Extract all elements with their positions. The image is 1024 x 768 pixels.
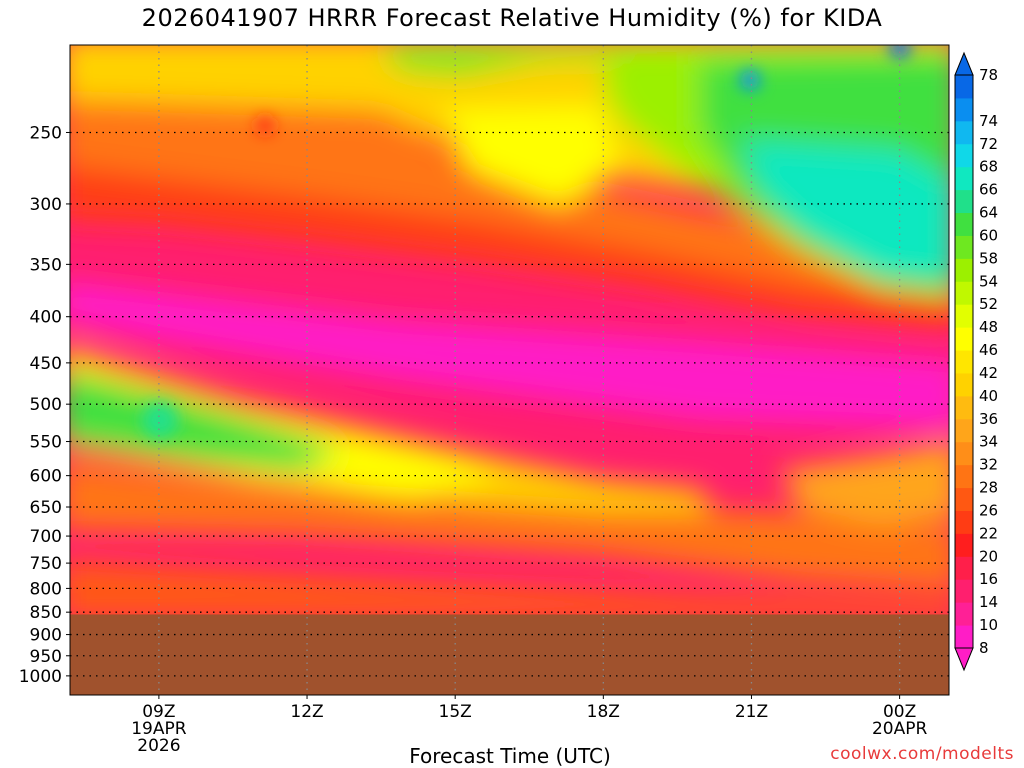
colorbar-swatch: [955, 350, 973, 374]
credit-text[interactable]: coolwx.com/modelts: [830, 744, 1014, 764]
colorbar-swatch: [955, 464, 973, 489]
colorbar-swatch: [955, 395, 973, 420]
colorbar-swatch: [955, 75, 973, 99]
colorbar-swatch: [955, 304, 973, 328]
chart-title: 2026041907 HRRR Forecast Relative Humidi…: [141, 4, 883, 32]
below-ground: [70, 614, 949, 695]
colorbar-swatch: [955, 281, 973, 305]
colorbar-label: 66: [979, 181, 998, 199]
colorbar-label: 54: [979, 272, 998, 290]
pressure-axis: 250 300 350 400 450 500 550 600 650 700 750 800 850 9…: [19, 123, 70, 687]
colorbar-label: 58: [979, 249, 998, 267]
colorbar-label: 26: [979, 501, 998, 519]
colorbar-swatch: [955, 556, 973, 580]
x-tick-year: 2026: [137, 736, 180, 756]
colorbar-label: 68: [979, 158, 998, 176]
colorbar-label: 74: [979, 112, 998, 130]
y-tick-label: 600: [30, 467, 62, 487]
colorbar-label: 52: [979, 295, 998, 313]
colorbar-label: 46: [979, 341, 998, 359]
colorbar-label: 28: [979, 479, 998, 497]
x-axis-label: Forecast Time (UTC): [409, 744, 611, 768]
x-tick-label: 12Z: [290, 702, 323, 722]
colorbar-swatch: [955, 602, 973, 626]
colorbar-max-arrow: [954, 51, 974, 76]
colorbar-swatch: [955, 327, 973, 351]
colorbar-swatch: [955, 120, 973, 145]
x-tick-date: 20APR: [872, 719, 928, 739]
colorbar-swatch: [955, 97, 973, 122]
colorbar-min-arrow: [954, 647, 974, 672]
colorbar: 8 10 14 16 20 22 26 28 32 34 36 40 42 46 48 52 54 58 60 64 6…: [954, 51, 998, 672]
colorbar-label: 16: [979, 570, 998, 588]
colorbar-frame: [954, 74, 974, 649]
y-tick-label: 900: [30, 626, 62, 646]
colorbar-label: 20: [979, 547, 998, 565]
plot-frame: [69, 44, 950, 696]
colorbar-swatch: [955, 510, 973, 534]
colorbar-swatch: [955, 418, 973, 443]
colorbar-swatch: [955, 235, 973, 259]
colorbar-label: 64: [979, 204, 998, 222]
y-tick-label: 1000: [19, 667, 62, 687]
colorbar-swatch: [955, 372, 973, 397]
colorbar-swatch: [955, 579, 973, 603]
colorbar-swatch: [955, 258, 973, 282]
colorbar-swatch: [955, 487, 973, 511]
y-tick-label: 850: [30, 603, 62, 623]
colorbar-label: 72: [979, 135, 998, 153]
colorbar-label: 60: [979, 226, 998, 244]
grid-lines: [70, 45, 949, 695]
colorbar-swatch: [955, 143, 973, 168]
y-tick-label: 450: [30, 354, 62, 374]
y-tick-label: 500: [30, 395, 62, 415]
x-tick-date: 19APR: [131, 719, 187, 739]
y-tick-label: 350: [30, 255, 62, 275]
colorbar-label: 8: [979, 639, 989, 657]
x-tick-label: 00Z: [883, 702, 916, 722]
y-tick-label: 400: [30, 308, 62, 328]
x-tick-label: 18Z: [587, 702, 620, 722]
humidity-field: [70, 45, 949, 695]
colorbar-label: 32: [979, 456, 998, 474]
colorbar-label: 36: [979, 410, 998, 428]
y-tick-label: 300: [30, 195, 62, 215]
y-tick-label: 700: [30, 527, 62, 547]
colorbar-label: 22: [979, 524, 998, 542]
x-tick-label: 21Z: [735, 702, 768, 722]
colorbar-label: 40: [979, 387, 998, 405]
y-tick-label: 950: [30, 647, 62, 667]
y-tick-label: 800: [30, 579, 62, 599]
y-tick-label: 550: [30, 433, 62, 453]
y-tick-label: 650: [30, 498, 62, 518]
colorbar-label: 48: [979, 318, 998, 336]
x-tick-label: 09Z: [142, 702, 175, 722]
colorbar-label: 14: [979, 593, 998, 611]
x-tick-label: 15Z: [439, 702, 472, 722]
colorbar-swatch: [955, 625, 973, 649]
colorbar-label: 78: [979, 66, 998, 84]
y-tick-label: 750: [30, 554, 62, 574]
y-tick-label: 250: [30, 123, 62, 143]
colorbar-swatch: [955, 212, 973, 236]
colorbar-label: 10: [979, 616, 998, 634]
colorbar-swatch: [955, 441, 973, 466]
colorbar-swatch: [955, 189, 973, 214]
colorbar-swatch: [955, 166, 973, 191]
colorbar-label: 34: [979, 433, 998, 451]
colorbar-swatch: [955, 533, 973, 557]
colorbar-label: 42: [979, 364, 998, 382]
